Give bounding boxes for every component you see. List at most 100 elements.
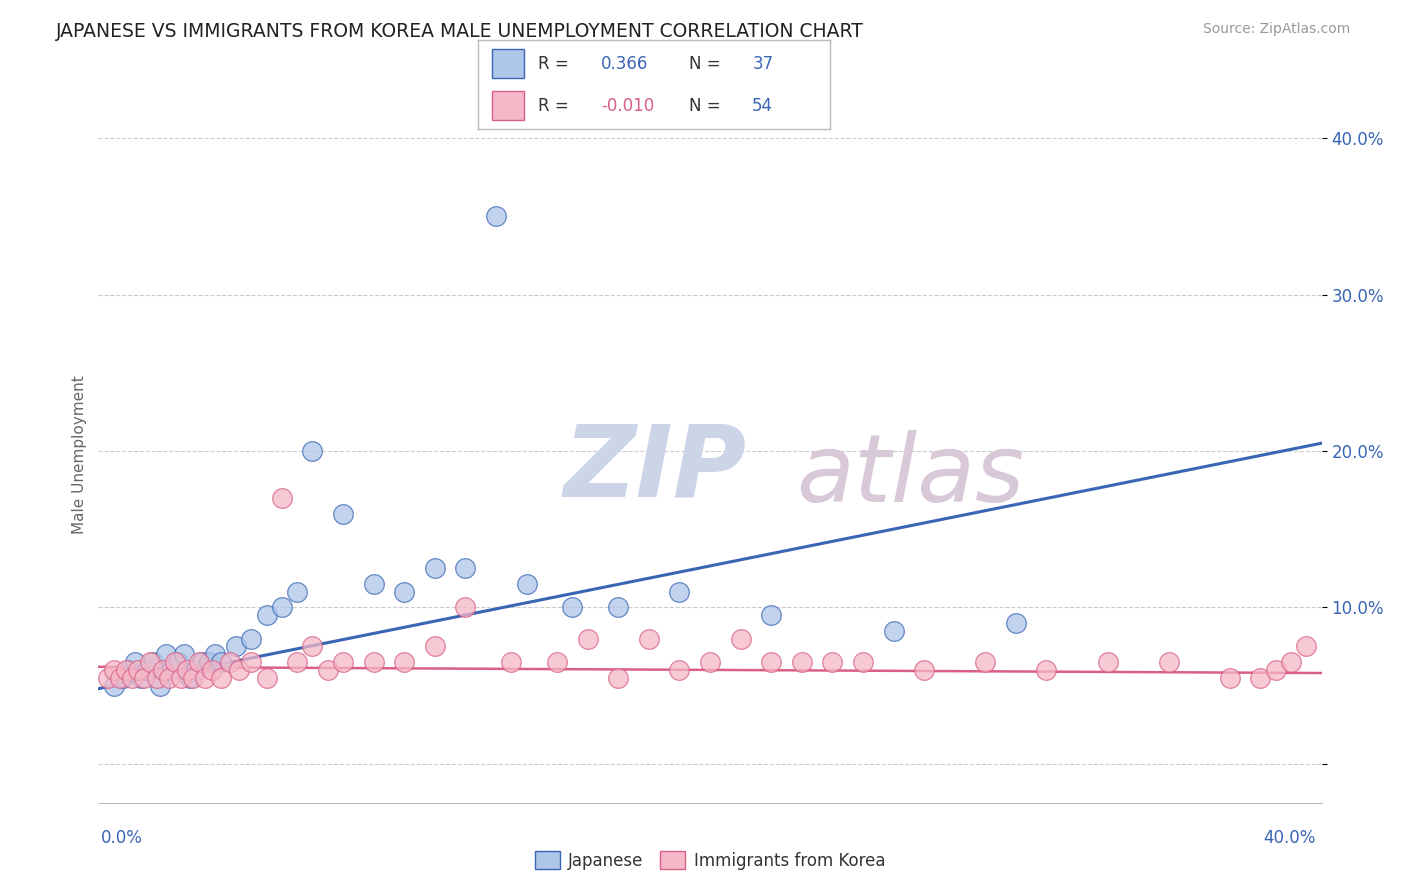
Legend: Japanese, Immigrants from Korea: Japanese, Immigrants from Korea [527,843,893,878]
Point [200,663,222,677]
Y-axis label: Male Unemployment: Male Unemployment [72,376,87,534]
Point [1295,640,1317,654]
Point [176,663,198,677]
Point [152,663,174,677]
Point [270,600,292,615]
Text: N =: N = [689,54,720,73]
Point [186,663,208,677]
Point [730,632,752,646]
Point [699,655,721,669]
Point [155,647,177,661]
Point [301,640,323,654]
Point [204,647,226,661]
Point [316,663,339,677]
Point [285,584,308,599]
Point [1279,655,1302,669]
Point [209,655,232,669]
Point [167,655,190,669]
Text: R =: R = [538,96,568,115]
Point [149,679,172,693]
Point [240,632,263,646]
Point [332,507,354,521]
Point [145,671,167,685]
Point [97,671,120,685]
Point [256,608,278,623]
Point [668,663,690,677]
Point [118,663,141,677]
Point [225,640,247,654]
Point [228,663,250,677]
Point [607,671,630,685]
Point [270,491,292,505]
Point [454,561,477,575]
Point [170,671,193,685]
Point [423,561,446,575]
Point [332,655,354,669]
Point [173,647,195,661]
Point [129,671,152,685]
Point [759,608,782,623]
Point [209,671,232,685]
Point [363,655,385,669]
Point [1157,655,1180,669]
Text: 0.366: 0.366 [602,54,648,73]
Point [1004,615,1026,630]
Point [240,655,263,669]
Point [191,655,214,669]
Text: JAPANESE VS IMMIGRANTS FROM KOREA MALE UNEMPLOYMENT CORRELATION CHART: JAPANESE VS IMMIGRANTS FROM KOREA MALE U… [56,22,865,41]
Point [256,671,278,685]
Bar [492,91,524,120]
Text: 54: 54 [752,96,773,115]
Point [883,624,905,638]
Point [103,679,125,693]
Point [1264,663,1286,677]
Text: ZIP: ZIP [564,420,747,517]
Point [637,632,661,646]
Point [181,671,204,685]
Point [188,655,211,669]
Point [115,663,138,677]
Point [790,655,813,669]
Text: R =: R = [538,54,568,73]
Point [103,663,125,677]
Text: -0.010: -0.010 [602,96,654,115]
Point [1219,671,1241,685]
Point [852,655,875,669]
Point [821,655,844,669]
Point [301,444,323,458]
Point [668,584,690,599]
Point [607,600,630,615]
Point [423,640,446,654]
Point [485,210,508,224]
Point [163,655,186,669]
Text: atlas: atlas [796,430,1024,521]
Point [501,655,523,669]
Text: N =: N = [689,96,720,115]
Point [912,663,935,677]
Point [392,584,416,599]
Point [136,663,159,677]
Text: 40.0%: 40.0% [1264,829,1316,847]
Point [759,655,782,669]
Point [454,600,477,615]
Point [160,663,183,677]
Point [1249,671,1271,685]
Point [139,655,162,669]
Point [974,655,997,669]
Bar [492,49,524,78]
Point [134,671,156,685]
Point [142,655,165,669]
Point [1097,655,1119,669]
Point [108,671,131,685]
Point [285,655,308,669]
Text: 37: 37 [752,54,773,73]
Point [121,671,143,685]
Point [219,655,242,669]
Point [124,655,146,669]
Point [157,671,180,685]
Point [546,655,568,669]
Point [392,655,416,669]
Point [576,632,599,646]
Point [179,671,201,685]
Point [363,577,385,591]
